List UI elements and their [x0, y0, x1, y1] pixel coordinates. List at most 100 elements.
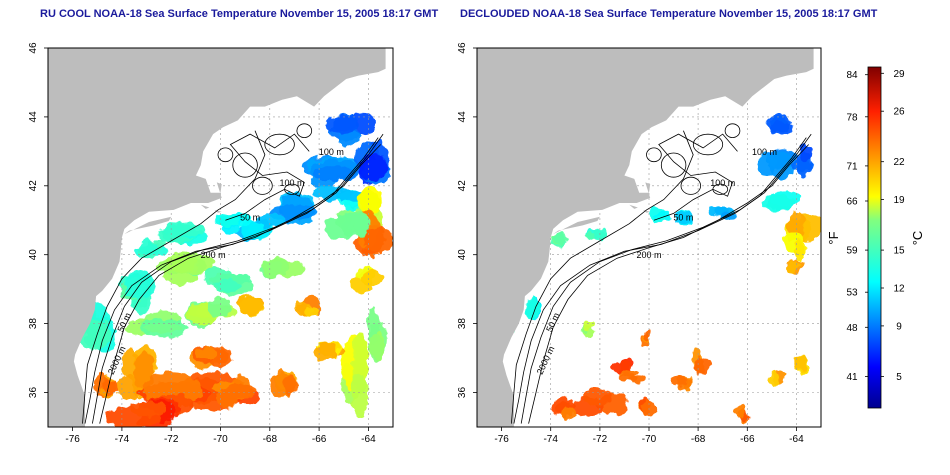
colorbar-ticks: 29 26 22 19 15 12 9 5 84 78 71 66 59 53 48 41 [846, 69, 905, 383]
sst-patch [361, 269, 383, 288]
bathymetry-contour [225, 133, 310, 221]
sst-patch [257, 213, 286, 228]
fahrenheit-tick-label: 41 [846, 372, 858, 383]
bathymetry-contour [284, 183, 300, 195]
sst-patch [314, 342, 337, 362]
contour-label: 50 m [240, 212, 260, 222]
contour-label: 200 m [201, 250, 226, 260]
fahrenheit-tick-label: 59 [846, 246, 858, 257]
sst-patch [768, 150, 794, 180]
bathymetry-contours-declouded [511, 123, 812, 424]
y-tick-label: 36 [457, 387, 468, 399]
bathymetry-contour [92, 133, 384, 424]
sst-patch [583, 386, 611, 407]
sst-patch [100, 378, 118, 395]
sst-patch [674, 213, 694, 224]
bathymetry-contour [511, 130, 694, 424]
y-tick-label: 42 [28, 180, 39, 192]
sst-patch [220, 384, 256, 398]
x-tick-label: -72 [164, 434, 179, 445]
bathymetry-contour [232, 152, 258, 178]
celsius-tick-label: 12 [893, 284, 905, 295]
contour-label: 100 m [279, 178, 304, 188]
y-tick-label: 40 [28, 249, 39, 261]
y-tick-label: 44 [457, 111, 468, 123]
land-mass-declouded [477, 48, 814, 427]
y-tick-label: 38 [457, 318, 468, 330]
bathymetry-contour [513, 137, 807, 424]
x-tick-label: -66 [740, 434, 755, 445]
bathymetry-contours-cool [82, 123, 384, 424]
x-tick-label: -66 [312, 434, 327, 445]
sst-patch [793, 239, 805, 260]
contour-label: 50 m [673, 212, 693, 222]
bathymetry-contour [264, 133, 295, 156]
x-tick-label: -64 [361, 434, 376, 445]
sst-patch [214, 278, 240, 293]
fahrenheit-tick-label: 71 [846, 161, 858, 172]
bathymetry-contour [217, 147, 234, 163]
celsius-tick-label: 5 [896, 372, 902, 383]
celsius-tick-label: 15 [893, 246, 905, 257]
contour-label: 100 m [752, 147, 777, 157]
y-tick-label: 42 [457, 180, 468, 192]
celsius-tick-label: 9 [896, 321, 902, 332]
sst-patch [787, 212, 806, 239]
x-tick-label: -74 [543, 434, 558, 445]
axes-declouded: -76 -74 -72 -70 -68 -66 -64 36 38 40 42 44 46 [457, 42, 804, 445]
sst-patch [129, 401, 166, 417]
contour-label: 100 m [319, 147, 344, 157]
sst-patch [767, 121, 794, 136]
fahrenheit-unit-label: °F [826, 231, 841, 244]
colorbar-gradient [867, 66, 882, 409]
graticule-declouded [477, 48, 821, 427]
sst-patch [196, 347, 217, 360]
bathymetry-contour [84, 137, 379, 424]
sst-patch [584, 319, 594, 331]
fahrenheit-tick-label: 84 [846, 70, 858, 81]
land-mass-cool [48, 48, 386, 427]
y-tick-label: 44 [28, 111, 39, 123]
bathymetry-contour [296, 123, 313, 138]
bathymetry-contour [724, 123, 741, 138]
sst-patch [526, 296, 539, 322]
sst-patch [311, 166, 359, 182]
bathymetry-contour [99, 144, 381, 424]
celsius-tick-label: 26 [893, 107, 905, 118]
celsius-tick-label: 22 [893, 157, 905, 168]
x-tick-label: -72 [593, 434, 608, 445]
bathymetry-contour [653, 133, 738, 221]
sst-patch [554, 232, 567, 246]
axes-cool: -76 -74 -72 -70 -68 -66 -64 36 38 40 42 44 46 [28, 42, 376, 445]
sst-patch [305, 306, 318, 318]
bathymetry-contour [692, 133, 724, 156]
x-tick-label: -70 [213, 434, 228, 445]
sst-patch [670, 377, 688, 385]
x-tick-label: -68 [691, 434, 706, 445]
sst-patch [356, 192, 382, 212]
sst-patch [367, 306, 379, 345]
panel-title-declouded: DECLOUDED NOAA-18 Sea Surface Temperatur… [460, 8, 878, 20]
sst-patch [351, 333, 369, 389]
y-tick-label: 46 [457, 42, 468, 54]
fahrenheit-tick-label: 53 [846, 288, 858, 299]
fahrenheit-tick-label: 48 [846, 323, 858, 334]
bathymetry-contour [252, 176, 273, 195]
bathymetry-contour [660, 152, 687, 178]
x-tick-label: -68 [263, 434, 278, 445]
fahrenheit-tick-label: 66 [846, 197, 858, 208]
sst-patch [763, 195, 794, 211]
sst-patch [695, 357, 710, 375]
sst-patch [799, 143, 812, 162]
sst-patch [137, 239, 160, 256]
bathymetry-contour [680, 176, 702, 195]
celsius-tick-label: 19 [893, 195, 905, 206]
sst-patch [324, 215, 357, 239]
sst-patch [261, 260, 283, 278]
x-tick-label: -76 [494, 434, 509, 445]
sst-patch [643, 327, 652, 340]
sst-patch [360, 154, 388, 182]
x-tick-label: -74 [115, 434, 130, 445]
